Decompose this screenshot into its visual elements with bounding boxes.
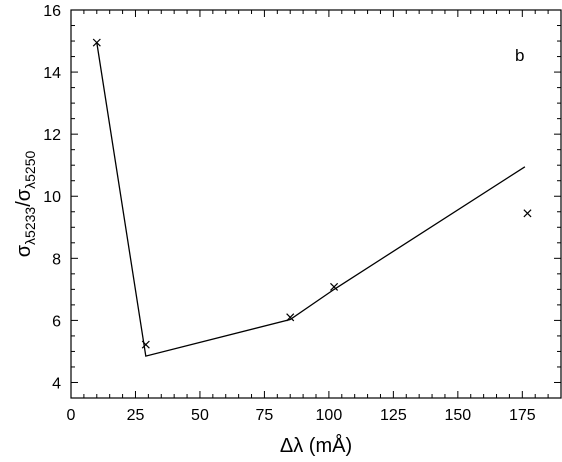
x-tick-label: 150 xyxy=(444,407,471,424)
marker-stroke xyxy=(141,340,150,349)
plot-frame xyxy=(70,9,562,399)
y-tick-label: 4 xyxy=(52,375,61,392)
fit-line xyxy=(96,42,526,357)
marker-stroke xyxy=(92,38,101,47)
marker-stroke xyxy=(330,282,339,291)
x-tick-label: 50 xyxy=(191,407,209,424)
y-axis-title: σλ5233/σλ5250 xyxy=(13,151,38,258)
y-title-sep: / xyxy=(13,201,35,207)
y-tick-label: 6 xyxy=(52,313,61,330)
y-tick-labels: 4 6 8 10 12 14 16 xyxy=(43,3,61,392)
plot-area xyxy=(70,9,562,399)
y-tick-label: 12 xyxy=(43,127,61,144)
data-point xyxy=(523,209,532,218)
y-title-den-sub: λ5250 xyxy=(22,151,38,189)
x-tick-label: 0 xyxy=(67,407,76,424)
x-tick-label: 75 xyxy=(256,407,274,424)
x-tick-label: 25 xyxy=(127,407,145,424)
y-title-den-main: σ xyxy=(13,188,35,201)
y-tick-label: 8 xyxy=(52,251,61,268)
panel-label: b xyxy=(515,46,524,65)
y-tick-label: 14 xyxy=(43,65,61,82)
y-title-main: σ xyxy=(13,244,35,257)
x-tick-label: 175 xyxy=(509,407,536,424)
x-tick-label: 100 xyxy=(316,407,343,424)
axis-ticks xyxy=(70,9,562,399)
x-tick-label: 125 xyxy=(380,407,407,424)
y-title-num-sub: λ5233 xyxy=(22,207,38,245)
data-point xyxy=(330,282,339,291)
y-tick-label: 10 xyxy=(43,189,61,206)
y-tick-label: 16 xyxy=(43,3,61,20)
x-axis-title: Δλ (mÅ) xyxy=(280,434,352,457)
data-series xyxy=(92,38,532,357)
data-point xyxy=(92,38,101,47)
x-tick-labels: 0 25 50 75 100 125 150 175 xyxy=(67,407,536,424)
marker-stroke xyxy=(523,209,532,218)
